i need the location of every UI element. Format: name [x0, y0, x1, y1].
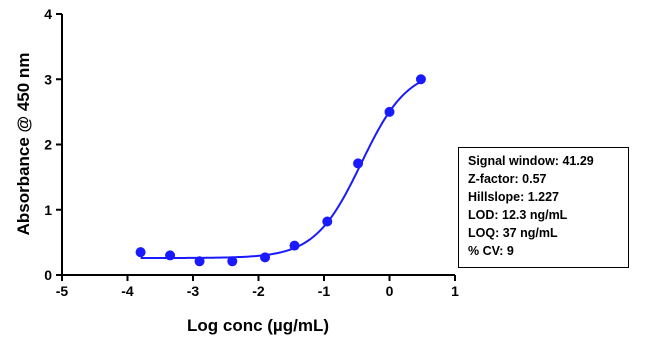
- data-point: [415, 74, 426, 85]
- fit-curve: [140, 80, 423, 260]
- x-tick-label: 0: [386, 283, 394, 299]
- y-axis-title: Absorbance @ 450 nm: [14, 53, 33, 236]
- x-tick-label: -4: [121, 283, 134, 299]
- x-tick-label: 1: [451, 283, 459, 299]
- stat-z-factor: Z-factor: 0.57: [468, 172, 547, 186]
- data-point: [260, 252, 271, 263]
- stats-box: Signal window: 41.29 Z-factor: 0.57 Hill…: [458, 147, 629, 268]
- y-tick-label: 3: [44, 71, 52, 87]
- stat-hillslope: Hillslope: 1.227: [468, 190, 560, 204]
- x-tick-label: -3: [187, 283, 200, 299]
- data-point: [353, 158, 364, 169]
- y-ticks: 0 1 2 3 4: [44, 6, 62, 283]
- data-point: [322, 216, 333, 227]
- data-point: [227, 256, 238, 267]
- stat-signal-window: Signal window: 41.29: [468, 154, 594, 168]
- data-point: [165, 250, 176, 261]
- axes: [61, 14, 455, 276]
- data-point: [135, 247, 146, 258]
- data-point: [194, 256, 205, 267]
- x-tick-label: -2: [252, 283, 265, 299]
- x-ticks: -5 -4 -3 -2 -1 0 1: [56, 275, 459, 299]
- y-tick-label: 2: [44, 137, 52, 153]
- x-tick-label: -1: [318, 283, 331, 299]
- data-points: [135, 74, 426, 267]
- data-point: [384, 106, 395, 117]
- stat-loq: LOQ: 37 ng/mL: [468, 226, 558, 240]
- x-axis-title: Log conc (µg/mL): [187, 316, 329, 335]
- y-tick-label: 4: [44, 6, 52, 22]
- y-tick-label: 0: [44, 267, 52, 283]
- x-tick-label: -5: [56, 283, 69, 299]
- stat-lod: LOD: 12.3 ng/mL: [468, 208, 568, 222]
- y-tick-label: 1: [44, 202, 52, 218]
- stat-cv: % CV: 9: [468, 244, 514, 258]
- data-point: [289, 240, 300, 251]
